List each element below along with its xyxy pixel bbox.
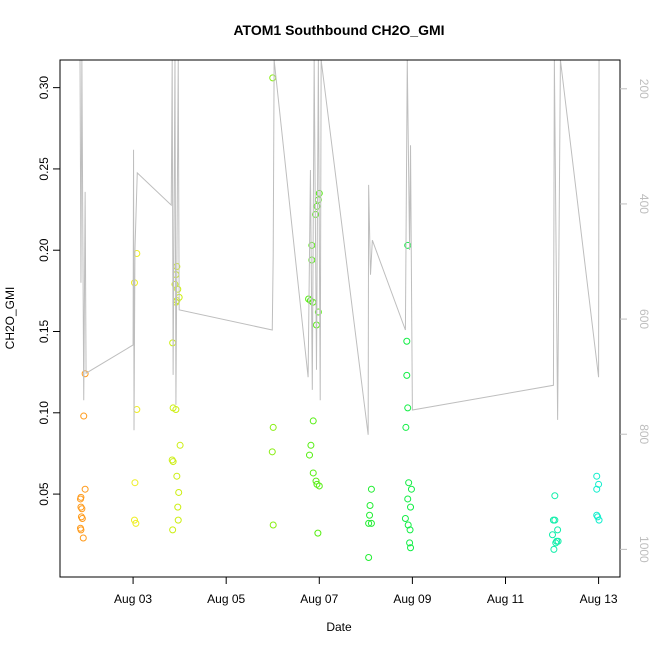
- point: [132, 519, 140, 527]
- point: [551, 492, 559, 500]
- point: [81, 370, 89, 378]
- point: [269, 521, 277, 529]
- point: [269, 423, 277, 431]
- y2-tick-label: 800: [637, 424, 650, 444]
- y-tick-label: 0.30: [37, 76, 51, 100]
- point: [593, 472, 601, 480]
- y2-tick-label: 600: [637, 309, 650, 329]
- point: [405, 479, 413, 487]
- point: [173, 472, 181, 480]
- point: [77, 513, 85, 521]
- point: [365, 519, 373, 527]
- point: [174, 285, 182, 293]
- point: [80, 412, 88, 420]
- y-tick-label: 0.10: [37, 401, 51, 425]
- point: [367, 485, 375, 493]
- point: [172, 406, 180, 414]
- plot-frame: [59, 59, 621, 578]
- point: [403, 337, 411, 345]
- point: [550, 545, 558, 553]
- point: [176, 441, 184, 449]
- y-tick-label: 0.15: [37, 320, 51, 344]
- point: [306, 451, 314, 459]
- point: [312, 477, 320, 485]
- point: [551, 516, 559, 524]
- point: [401, 514, 409, 522]
- point: [169, 526, 177, 534]
- point: [78, 505, 86, 513]
- point: [404, 521, 412, 529]
- point: [81, 485, 89, 493]
- point: [131, 479, 139, 487]
- point: [366, 501, 374, 509]
- y2-tick-label: 400: [637, 194, 650, 214]
- chart-title: ATOM1 Southbound CH2O_GMI: [233, 22, 444, 38]
- point: [76, 495, 84, 503]
- point: [594, 513, 602, 521]
- point: [130, 516, 138, 524]
- y2-tick-label: 1000: [637, 536, 650, 563]
- point: [554, 526, 562, 534]
- x-tick-label: Aug 03: [114, 592, 152, 606]
- point: [309, 417, 317, 425]
- point: [403, 371, 411, 379]
- point: [404, 404, 412, 412]
- point: [365, 553, 373, 561]
- plot-area: [76, 60, 603, 561]
- point: [595, 480, 603, 488]
- point: [549, 531, 557, 539]
- point: [77, 503, 85, 511]
- point: [307, 441, 315, 449]
- pressure-line: [79, 60, 600, 435]
- point: [407, 544, 415, 552]
- point: [314, 308, 322, 316]
- point: [169, 458, 177, 466]
- point: [406, 526, 414, 534]
- point: [366, 511, 374, 519]
- point: [175, 488, 183, 496]
- point: [595, 516, 603, 524]
- point: [133, 406, 141, 414]
- point: [407, 503, 415, 511]
- point: [77, 526, 85, 534]
- x-tick-label: Aug 13: [580, 592, 618, 606]
- point: [402, 423, 410, 431]
- point: [308, 256, 316, 264]
- point: [174, 516, 182, 524]
- y-tick-label: 0.05: [37, 482, 51, 506]
- point: [309, 469, 317, 477]
- point: [407, 485, 415, 493]
- x-tick-label: Aug 05: [207, 592, 245, 606]
- point: [315, 482, 323, 490]
- point: [314, 529, 322, 537]
- point: [78, 514, 86, 522]
- point: [168, 456, 176, 464]
- point: [308, 241, 316, 249]
- y-tick-label: 0.20: [37, 238, 51, 262]
- point: [269, 74, 277, 82]
- x-axis-label: Date: [326, 620, 352, 634]
- point: [404, 495, 412, 503]
- x-tick-label: Aug 11: [487, 592, 524, 606]
- point: [552, 539, 560, 547]
- point: [174, 503, 182, 511]
- point: [367, 519, 375, 527]
- point: [406, 539, 414, 547]
- point: [79, 534, 87, 542]
- y-axis-label: CH2O_GMI: [3, 287, 17, 350]
- y2-tick-label: 200: [637, 79, 650, 99]
- point: [593, 485, 601, 493]
- x-tick-label: Aug 07: [300, 592, 338, 606]
- x-tick-label: Aug 09: [393, 592, 431, 606]
- y-tick-label: 0.25: [37, 157, 51, 181]
- point: [268, 448, 276, 456]
